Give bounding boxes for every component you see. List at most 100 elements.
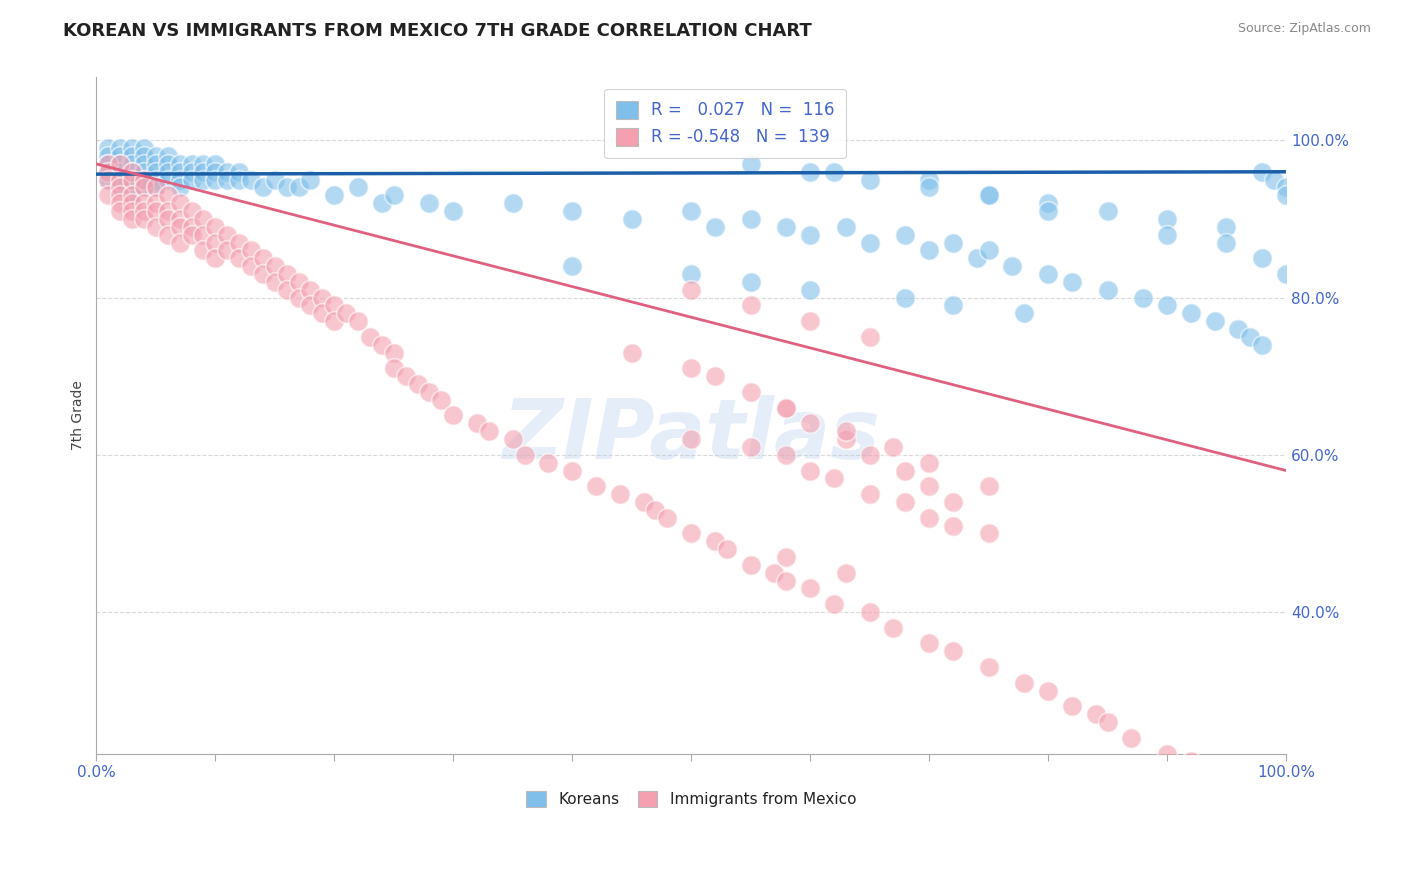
Point [323, 188, 346, 202]
Point [132, 141, 155, 155]
Point [156, 211, 179, 226]
Point [169, 235, 191, 250]
Point [121, 165, 143, 179]
Point [382, 345, 405, 359]
Point [775, 448, 797, 462]
Point [299, 172, 322, 186]
Point [681, 283, 703, 297]
Point [395, 369, 418, 384]
Point [942, 644, 965, 658]
Point [942, 235, 965, 250]
Point [145, 180, 167, 194]
Point [1036, 683, 1059, 698]
Point [108, 157, 131, 171]
Point [1251, 337, 1274, 351]
Point [204, 165, 226, 179]
Point [835, 219, 858, 234]
Point [217, 227, 239, 242]
Point [1156, 227, 1178, 242]
Point [977, 188, 1000, 202]
Point [799, 582, 821, 596]
Point [276, 180, 298, 194]
Point [193, 172, 215, 186]
Point [276, 283, 298, 297]
Point [835, 432, 858, 446]
Point [156, 172, 179, 186]
Point [1156, 747, 1178, 761]
Point [108, 172, 131, 186]
Point [1097, 283, 1119, 297]
Point [1180, 755, 1202, 769]
Point [97, 157, 120, 171]
Point [204, 219, 226, 234]
Point [193, 244, 215, 258]
Point [240, 259, 263, 273]
Point [1097, 714, 1119, 729]
Point [97, 165, 120, 179]
Point [858, 487, 880, 501]
Point [132, 149, 155, 163]
Point [204, 157, 226, 171]
Point [217, 172, 239, 186]
Point [406, 377, 429, 392]
Point [217, 244, 239, 258]
Point [1275, 188, 1298, 202]
Point [145, 219, 167, 234]
Point [121, 149, 143, 163]
Point [740, 298, 762, 312]
Point [799, 283, 821, 297]
Point [180, 165, 202, 179]
Point [347, 314, 370, 328]
Legend: Koreans, Immigrants from Mexico: Koreans, Immigrants from Mexico [520, 785, 862, 814]
Point [108, 188, 131, 202]
Point [1263, 172, 1285, 186]
Point [430, 392, 453, 407]
Point [145, 165, 167, 179]
Point [681, 204, 703, 219]
Point [918, 510, 941, 524]
Point [97, 188, 120, 202]
Point [240, 172, 263, 186]
Point [740, 384, 762, 399]
Point [169, 157, 191, 171]
Point [609, 487, 631, 501]
Y-axis label: 7th Grade: 7th Grade [72, 381, 86, 450]
Point [97, 165, 120, 179]
Text: Source: ZipAtlas.com: Source: ZipAtlas.com [1237, 22, 1371, 36]
Point [121, 157, 143, 171]
Point [918, 456, 941, 470]
Point [108, 204, 131, 219]
Point [633, 495, 655, 509]
Point [145, 204, 167, 219]
Point [287, 275, 309, 289]
Point [561, 259, 583, 273]
Point [1239, 786, 1261, 800]
Point [1036, 196, 1059, 211]
Point [132, 204, 155, 219]
Point [108, 180, 131, 194]
Point [108, 172, 131, 186]
Point [193, 157, 215, 171]
Point [1156, 211, 1178, 226]
Point [942, 298, 965, 312]
Point [1012, 306, 1035, 320]
Point [799, 463, 821, 477]
Point [703, 534, 725, 549]
Point [108, 141, 131, 155]
Point [193, 165, 215, 179]
Point [1204, 770, 1226, 784]
Point [716, 542, 738, 557]
Point [169, 172, 191, 186]
Point [894, 291, 917, 305]
Point [1001, 259, 1024, 273]
Point [918, 244, 941, 258]
Point [287, 180, 309, 194]
Point [252, 267, 274, 281]
Point [204, 252, 226, 266]
Point [347, 180, 370, 194]
Point [977, 188, 1000, 202]
Point [1036, 204, 1059, 219]
Point [132, 180, 155, 194]
Point [882, 440, 904, 454]
Text: ZIPatlas: ZIPatlas [502, 395, 880, 476]
